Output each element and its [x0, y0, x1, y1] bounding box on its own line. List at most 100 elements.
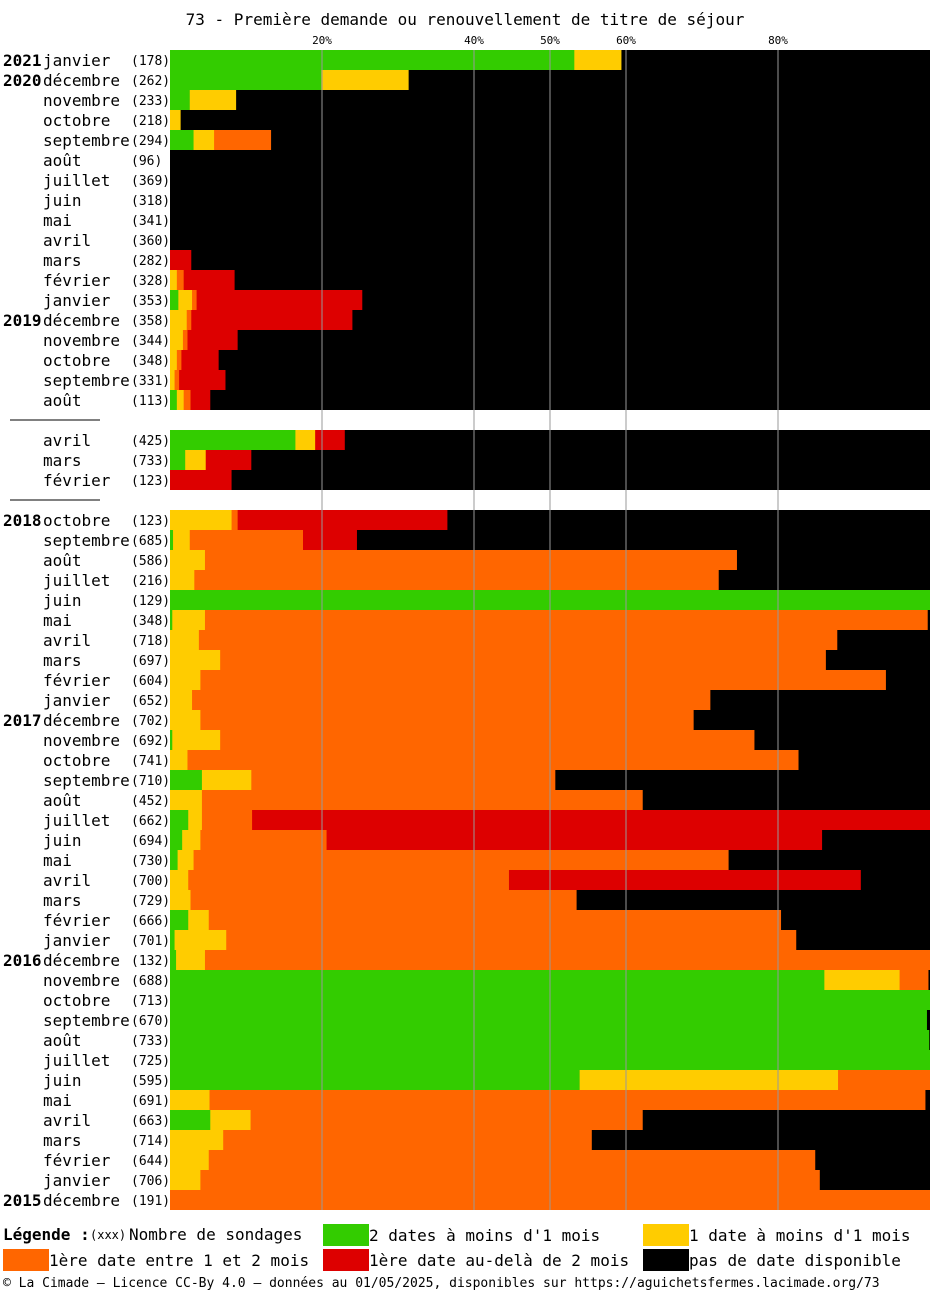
month-label: avril	[43, 1111, 91, 1130]
count-label: (733)	[131, 454, 170, 469]
bar-segment-deux-dates	[170, 610, 173, 630]
month-label: octobre	[43, 751, 110, 770]
bar-segment-pas-de-date	[798, 750, 930, 770]
bar-segment-pas-de-date	[225, 370, 930, 390]
month-label: juin	[43, 191, 82, 210]
month-label: janvier	[43, 691, 111, 710]
bar-segment-entre-1-2	[201, 810, 253, 830]
bar-segment-pas-de-date	[926, 1010, 930, 1030]
month-label: novembre	[43, 331, 120, 350]
count-label: (586)	[131, 554, 170, 569]
bar-segment-deux-dates	[170, 1070, 581, 1090]
month-label: février	[43, 1151, 111, 1170]
bar-segment-pas-de-date	[621, 50, 930, 70]
count-label: (294)	[131, 134, 170, 149]
count-label: (595)	[131, 1074, 170, 1089]
bar-segment-au-dela	[508, 870, 862, 890]
bar-segment-au-dela	[205, 450, 252, 470]
month-label: août	[43, 151, 82, 170]
bar-segment-pas-de-date	[927, 610, 930, 630]
month-label: août	[43, 551, 82, 570]
count-label: (714)	[131, 1134, 170, 1149]
bar-segment-au-dela	[170, 250, 192, 270]
bar-segment-entre-1-2	[187, 750, 799, 770]
bar-segment-une-date	[824, 970, 900, 990]
count-label: (318)	[131, 194, 170, 209]
bar-segment-une-date	[188, 810, 203, 830]
bar-segment-deux-dates	[170, 90, 191, 110]
bar-segment-entre-1-2	[188, 870, 510, 890]
count-label: (113)	[131, 394, 170, 409]
bar-segment-pas-de-date	[408, 70, 930, 90]
bar-segment-pas-de-date	[191, 250, 930, 270]
bar-segment-une-date	[176, 390, 185, 410]
count-label: (733)	[131, 1034, 170, 1049]
bar-segment-deux-dates	[170, 530, 174, 550]
bar-segment-entre-1-2	[220, 730, 755, 750]
bar-segment-entre-1-2	[194, 570, 720, 590]
bar-segment-au-dela	[191, 310, 353, 330]
month-label: avril	[43, 631, 91, 650]
bar-segment-pas-de-date	[728, 850, 930, 870]
bar-segment-pas-de-date	[796, 930, 930, 950]
bar-segment-pas-de-date	[576, 890, 930, 910]
bar-segment-deux-dates	[170, 810, 189, 830]
bar-segment-une-date	[170, 890, 191, 910]
count-label: (369)	[131, 174, 170, 189]
year-label: 2018	[3, 511, 42, 530]
count-label: (344)	[131, 334, 170, 349]
bar-segment-au-dela	[187, 330, 239, 350]
bar-segment-au-dela	[190, 390, 211, 410]
bar-segment-entre-1-2	[214, 130, 272, 150]
month-label: août	[43, 391, 82, 410]
month-label: décembre	[43, 1191, 120, 1210]
bar-segment-au-dela	[237, 510, 448, 530]
bar-segment-pas-de-date	[885, 670, 930, 690]
bar-segment-entre-1-2	[231, 510, 239, 530]
bar-segment-pas-de-date	[928, 970, 930, 990]
bar-segment-pas-de-date	[591, 1130, 930, 1150]
count-label: (216)	[131, 574, 170, 589]
x-tick-label: 40%	[464, 34, 484, 47]
year-label: 2017	[3, 711, 42, 730]
bar-segment-deux-dates	[170, 390, 178, 410]
bar-segment-pas-de-date	[642, 1110, 930, 1130]
bar-segment-pas-de-date	[825, 650, 930, 670]
month-label: juin	[43, 1071, 82, 1090]
count-label: (692)	[131, 734, 170, 749]
legend-count-label: Nombre de sondages	[129, 1225, 303, 1244]
bar-segment-une-date	[170, 570, 195, 590]
count-label: (644)	[131, 1154, 170, 1169]
month-label: janvier	[43, 1171, 111, 1190]
bar-segment-entre-1-2	[198, 630, 838, 650]
bar-segment-une-date	[188, 910, 210, 930]
bar-segment-pas-de-date	[362, 290, 930, 310]
bar-segment-une-date	[170, 350, 178, 370]
bar-segment-deux-dates	[170, 70, 322, 90]
bar-segment-entre-1-2	[192, 290, 197, 310]
bar-segment-une-date	[172, 730, 221, 750]
bar-segment-pas-de-date	[218, 350, 930, 370]
bar-segment-au-dela	[181, 350, 220, 370]
bar-segment-pas-de-date	[736, 550, 930, 570]
bar-segment-au-dela	[326, 830, 823, 850]
bar-segment-une-date	[170, 670, 201, 690]
month-label: mai	[43, 211, 72, 230]
month-label: avril	[43, 871, 91, 890]
count-label: (729)	[131, 894, 170, 909]
year-label: 2015	[3, 1191, 42, 1210]
month-label: octobre	[43, 111, 110, 130]
count-label: (741)	[131, 754, 170, 769]
legend-swatch	[323, 1249, 369, 1271]
count-label: (730)	[131, 854, 170, 869]
count-label: (360)	[131, 234, 170, 249]
legend-swatch	[643, 1224, 689, 1246]
month-label: décembre	[43, 311, 120, 330]
month-label: juin	[43, 591, 82, 610]
bar-segment-une-date	[170, 870, 189, 890]
bar-segment-une-date	[176, 950, 206, 970]
bar-segment-entre-1-2	[176, 270, 185, 290]
bar-segment-pas-de-date	[710, 690, 930, 710]
bar-segment-entre-1-2	[226, 930, 797, 950]
bar-segment-entre-1-2	[204, 950, 930, 970]
